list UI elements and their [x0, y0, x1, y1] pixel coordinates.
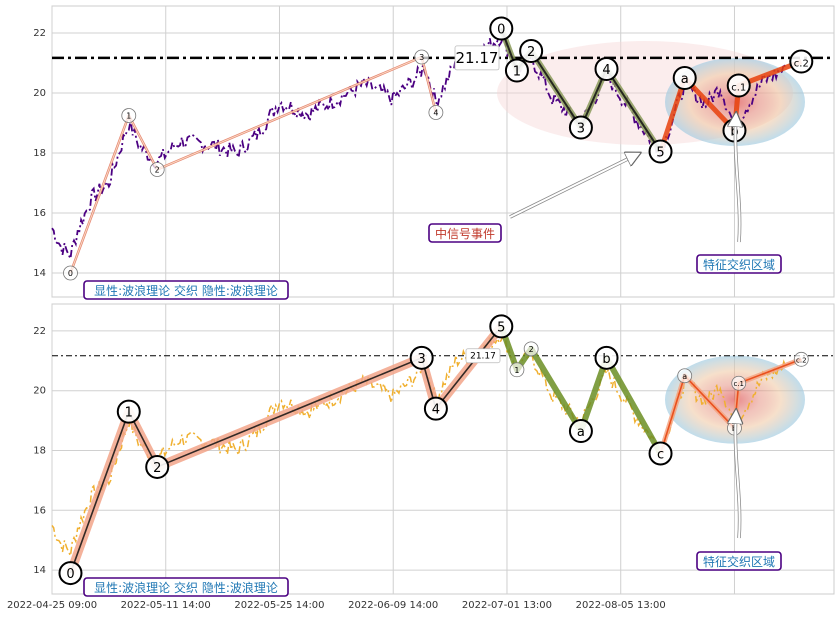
wave-label: 0 [66, 567, 74, 582]
correction-wave-line [498, 325, 664, 455]
pattern-legend-label-box [83, 280, 289, 300]
wave-label-marker [414, 49, 430, 65]
wave-label: 3 [577, 122, 585, 137]
wave-label-marker [568, 115, 593, 140]
wave-label-marker [648, 441, 673, 466]
plot-frame [51, 303, 835, 595]
wave-label: a [577, 425, 585, 440]
x-tick-label: 2022-08-05 13:00 [576, 600, 666, 611]
x-tick-label: 2022-05-25 14:00 [234, 600, 324, 611]
wave-label-marker [523, 341, 539, 357]
wave-label-marker [409, 345, 434, 370]
wave-label-marker [428, 105, 444, 120]
wave-label: 2 [153, 461, 161, 476]
wave-label-marker [793, 351, 809, 367]
wave-label: c.2 [794, 59, 809, 70]
wave-label: 1 [125, 406, 133, 421]
wave-label-marker [489, 314, 514, 339]
impulse-wave-line [69, 325, 502, 574]
wave-label: c.1 [733, 380, 744, 388]
wave-label: 4 [602, 63, 610, 78]
wave-label: b [602, 352, 610, 367]
wave-label-marker [149, 162, 165, 177]
wave-label: 1 [514, 366, 519, 375]
x-tick-label: 2022-07-01 13:00 [462, 600, 552, 611]
y-tick-label: 20 [33, 88, 46, 99]
pattern-legend-label-box [83, 577, 289, 597]
feature-zone-label: 特征交织区域 [703, 554, 775, 569]
zone-arrow-inner [735, 115, 739, 243]
x-tick-label: 2022-06-09 14:00 [348, 600, 438, 611]
wave-label: a [681, 72, 689, 87]
wave-label-marker [672, 66, 697, 90]
x-axis: 2022-04-25 09:00 2022-05-11 14:00 2022-05-… [7, 600, 666, 611]
wave-label-marker [509, 362, 525, 378]
wave-label: 2 [527, 45, 535, 60]
wave-label-marker [726, 73, 751, 98]
wave-label: c.2 [796, 356, 807, 364]
y-tick-label: 22 [33, 326, 46, 337]
wave-label: 4 [433, 109, 438, 118]
feature-zone-label-box [696, 551, 782, 571]
y-tick-label: 22 [33, 28, 46, 39]
wave-label-marker [116, 399, 141, 424]
signal-arrow-inner [509, 154, 638, 218]
wave-label-marker [594, 57, 619, 81]
wave-label-marker [568, 419, 593, 444]
pattern-legend-label: 显性:波浪理论 交织 隐性:波浪理论 [94, 580, 278, 595]
y-tick-label: 14 [33, 268, 46, 279]
y-tick-label: 18 [33, 148, 46, 159]
wave-label: 0 [497, 23, 505, 38]
feature-zone-label-box [696, 254, 782, 274]
wave-label-marker [648, 139, 673, 164]
wave-label-marker [423, 396, 448, 421]
top-panel: 141618202201234012345abc.1c.221.17中信号事件特… [33, 5, 835, 300]
y-tick-label: 16 [33, 208, 46, 219]
wave-label: 4 [432, 403, 440, 418]
wave-label-marker [489, 16, 514, 41]
wave-label: 2 [155, 166, 160, 175]
wave-label-marker [504, 58, 529, 83]
wave-label: c.1 [731, 83, 746, 94]
y-tick-label: 18 [33, 445, 46, 456]
wave-label: 5 [497, 320, 505, 335]
wave-label: 3 [418, 352, 426, 367]
wave-label-marker [63, 265, 78, 281]
wave-label: 1 [126, 112, 131, 121]
threshold-label-box [454, 45, 500, 71]
wave-label: 5 [656, 146, 664, 161]
zone-arrow-inner [735, 412, 739, 539]
feature-zone-label: 特征交织区域 [703, 257, 775, 272]
wave-label: 0 [68, 269, 73, 278]
x-tick-label: 2022-05-11 14:00 [121, 600, 211, 611]
pattern-legend-label: 显性:波浪理论 交织 隐性:波浪理论 [94, 283, 278, 298]
signal-event-label: 中信号事件 [435, 226, 495, 241]
wave-label-marker [789, 49, 814, 74]
y-tick-label: 16 [33, 505, 46, 516]
threshold-label-box [465, 348, 501, 364]
wave-label-marker [594, 345, 619, 370]
wave-label: 1 [513, 65, 521, 80]
threshold-label: 21.17 [456, 49, 499, 67]
signal-event-label-box [428, 223, 502, 243]
wave-label: c [657, 447, 664, 462]
wave-label-marker [121, 108, 137, 123]
y-tick-label: 14 [33, 565, 46, 576]
wave-label-marker [145, 454, 170, 479]
wave-label-marker [677, 368, 693, 384]
bottom-panel: 141618202201234512abcabc.1c.221.17特征交织区域… [33, 303, 835, 597]
wave-label: a [682, 372, 687, 381]
wave-label-marker [58, 561, 83, 586]
x-tick-label: 2022-04-25 09:00 [7, 600, 97, 611]
wave-label: 3 [419, 53, 424, 62]
y-tick-label: 20 [33, 386, 46, 397]
wave-label-marker [731, 375, 747, 391]
wave-label-marker [519, 39, 544, 63]
plot-frame [51, 5, 835, 298]
threshold-label: 21.17 [470, 352, 496, 362]
wave-label: 2 [529, 345, 534, 354]
